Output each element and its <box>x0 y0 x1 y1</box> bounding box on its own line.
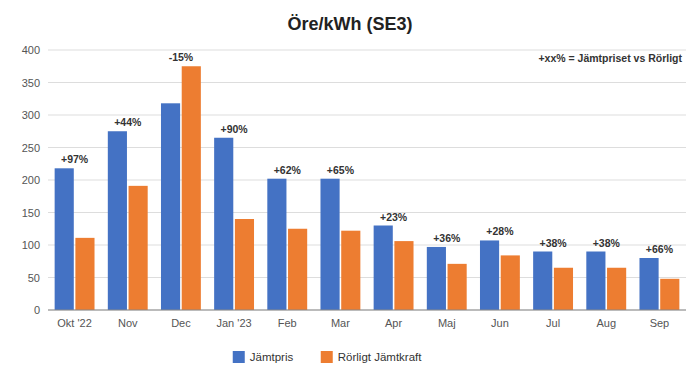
bar <box>480 240 499 310</box>
grid-line <box>48 180 686 181</box>
bars <box>55 66 680 310</box>
bar <box>129 186 148 310</box>
x-tick-label: Feb <box>278 317 297 329</box>
x-tick-label: Nov <box>118 317 138 329</box>
annotation: +65% <box>327 164 355 176</box>
annotation: +90% <box>221 123 249 135</box>
chart-container: Öre/kWh (SE3) 0 50 100 150 200 250 300 350 400 Okt… <box>0 0 700 383</box>
y-tick-label: 150 <box>22 207 40 219</box>
bar <box>501 255 520 310</box>
legend-label: Jämtpris <box>250 351 294 363</box>
y-tick-label: 400 <box>22 44 40 56</box>
bar <box>161 103 180 310</box>
legend: Jämtpris Rörligt Jämtkraft <box>233 351 423 363</box>
legend-swatch <box>321 351 333 363</box>
annotation: +36% <box>433 232 461 244</box>
x-tick-label: Apr <box>385 317 402 329</box>
x-tick-label: Sep <box>650 317 670 329</box>
bar <box>320 179 339 310</box>
x-tick-label: Jun <box>491 317 509 329</box>
y-tick-label: 350 <box>22 77 40 89</box>
x-tick-label: Dec <box>171 317 191 329</box>
bar <box>75 238 94 310</box>
bar <box>374 226 393 311</box>
y-tick-label: 50 <box>28 272 40 284</box>
legend-label: Rörligt Jämtkraft <box>338 351 423 363</box>
bar <box>108 131 127 310</box>
bar <box>533 252 552 311</box>
x-tick-label: Jul <box>546 317 560 329</box>
annotation: +44% <box>114 116 142 128</box>
grid <box>48 50 686 310</box>
bar <box>55 168 74 310</box>
bar <box>182 66 201 310</box>
y-tick-label: 200 <box>22 174 40 186</box>
bar <box>554 268 573 310</box>
annotation: +62% <box>274 164 302 176</box>
bar <box>427 247 446 310</box>
bar <box>214 138 233 310</box>
annotation: +97% <box>61 153 89 165</box>
bar <box>448 264 467 310</box>
grid-line <box>48 115 686 116</box>
bar <box>288 229 307 310</box>
grid-line <box>48 147 686 148</box>
title: Öre/kWh (SE3) <box>287 14 412 34</box>
note: +xx% = Jämtpriset vs Rörligt <box>538 52 682 64</box>
bar <box>660 279 679 310</box>
bar <box>341 231 360 310</box>
grid-line <box>48 310 686 311</box>
annotation: +23% <box>380 211 408 223</box>
annotation: -15% <box>169 51 194 63</box>
bar <box>586 252 605 311</box>
annotation: +66% <box>646 243 674 255</box>
x-tick-label: Okt '22 <box>57 317 92 329</box>
y-tick-label: 250 <box>22 142 40 154</box>
annotation: +38% <box>540 237 568 249</box>
bar <box>639 258 658 310</box>
x-tick-label: Aug <box>596 317 616 329</box>
x-tick-label: Jan '23 <box>217 317 252 329</box>
bar <box>235 219 254 310</box>
bar <box>607 268 626 310</box>
grid-line <box>48 50 686 51</box>
annotation: +28% <box>486 225 514 237</box>
grid-line <box>48 82 686 83</box>
y-tick-label: 0 <box>34 304 40 316</box>
x-tick-label: Mar <box>331 317 350 329</box>
y-tick-label: 100 <box>22 239 40 251</box>
x-tick-label: Maj <box>438 317 456 329</box>
chart-svg: Öre/kWh (SE3) 0 50 100 150 200 250 300 350 400 Okt… <box>0 0 700 383</box>
legend-swatch <box>233 351 245 363</box>
annotation: +38% <box>593 237 621 249</box>
y-tick-label: 300 <box>22 109 40 121</box>
x-axis-line <box>48 310 686 311</box>
bar <box>267 179 286 310</box>
bar <box>394 241 413 310</box>
